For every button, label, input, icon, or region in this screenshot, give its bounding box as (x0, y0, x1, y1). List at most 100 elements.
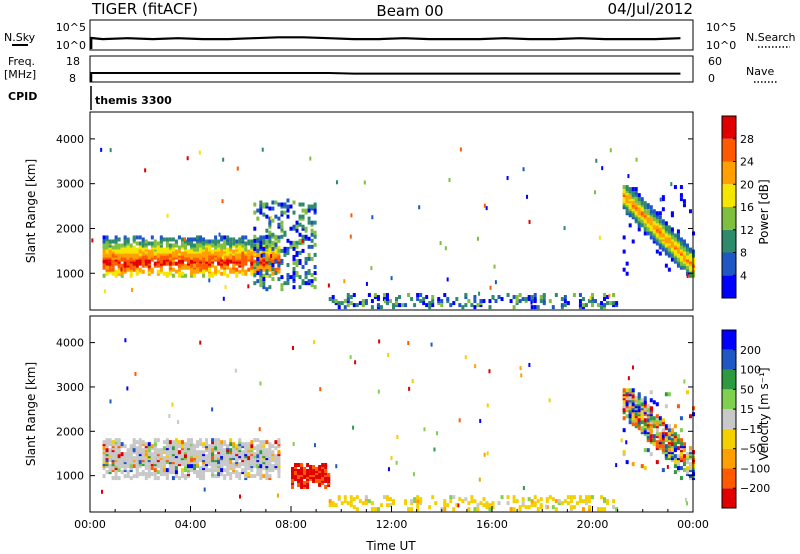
range-cell (376, 297, 380, 302)
range-cell (199, 259, 203, 264)
range-cell (141, 239, 145, 244)
range-cell (138, 235, 142, 240)
range-cell (126, 257, 130, 262)
range-cell (449, 495, 453, 500)
range-cell (682, 442, 686, 447)
range-cell (643, 217, 647, 222)
range-cell (631, 199, 635, 204)
freq-tick-top: 18 (66, 55, 80, 68)
range-cell-sparse (493, 264, 496, 269)
range-cell (262, 440, 266, 445)
range-cell (292, 271, 296, 276)
range-cell (295, 240, 299, 245)
range-cell (111, 245, 115, 250)
range-cell (416, 507, 420, 512)
range-cell (679, 251, 683, 256)
range-cell (628, 205, 632, 210)
range-cell (661, 197, 665, 202)
range-cell (108, 448, 112, 453)
range-cell-sparse (349, 234, 352, 239)
range-cell (193, 249, 197, 254)
range-cell (682, 458, 686, 463)
range-cell (114, 255, 118, 260)
range-cell (664, 432, 668, 437)
range-cell (470, 495, 474, 500)
range-cell (229, 269, 233, 274)
range-cell (114, 446, 118, 451)
range-cell (286, 238, 290, 243)
range-cell (289, 226, 293, 231)
range-cell (658, 229, 662, 234)
range-cell-sparse (563, 226, 566, 231)
range-cell (419, 299, 423, 304)
range-cell (208, 460, 212, 465)
range-cell (625, 187, 629, 192)
range-cell (664, 392, 668, 397)
range-cell (631, 402, 635, 407)
range-cell (482, 503, 486, 508)
range-cell (232, 257, 236, 262)
range-cell (673, 464, 677, 469)
range-cell (235, 261, 239, 266)
velocity-xticks: 00:00 04:00 08:00 12:00 16:00 20:00 00:00 (74, 506, 709, 531)
range-cell (676, 239, 680, 244)
range-cell-sparse (396, 434, 399, 439)
range-cell (294, 476, 298, 481)
range-cell (144, 259, 148, 264)
range-cell (111, 247, 115, 252)
range-cell-sparse (259, 381, 262, 386)
range-cell (183, 446, 187, 451)
range-cell (382, 297, 386, 302)
range-cell (295, 271, 299, 276)
range-cell (189, 438, 193, 443)
range-cell (422, 297, 426, 302)
range-cell (625, 207, 629, 212)
range-cell (159, 263, 163, 268)
ytick-label: 2000 (56, 425, 84, 438)
range-cell (244, 235, 248, 240)
range-cell (509, 299, 513, 304)
range-cell (295, 273, 299, 278)
range-cell (313, 202, 317, 207)
range-cell (658, 420, 662, 425)
range-cell (259, 240, 263, 245)
range-cell (310, 256, 314, 261)
range-cell (295, 228, 299, 233)
range-cell (292, 273, 296, 278)
range-cell (277, 238, 281, 243)
range-cell (111, 263, 115, 268)
range-cell (446, 503, 450, 508)
range-cell (165, 243, 169, 248)
range-cell (440, 303, 444, 308)
range-cell (262, 246, 266, 251)
range-cell (655, 219, 659, 224)
colorbar-tick-label: 100 (740, 364, 761, 377)
range-cell (180, 253, 184, 258)
range-cell (162, 237, 166, 242)
range-cell (578, 299, 582, 304)
range-cell (655, 211, 659, 216)
colorbar-tick-label: 8 (740, 247, 747, 260)
range-cell (138, 257, 142, 262)
range-cell (250, 474, 254, 479)
range-cell (676, 454, 680, 459)
range-cell (253, 267, 257, 272)
range-cell (569, 505, 573, 510)
range-cell (265, 256, 269, 261)
range-cell (530, 295, 534, 300)
freq-tick-bottom: 8 (69, 72, 76, 85)
range-cell (262, 252, 266, 257)
range-cell (655, 414, 659, 419)
range-cell (649, 438, 653, 443)
range-cell (491, 505, 495, 510)
range-cell (664, 249, 668, 254)
range-cell (262, 448, 266, 453)
range-cell (649, 223, 653, 228)
range-cell (307, 216, 311, 221)
range-cell (265, 238, 269, 243)
range-cell (355, 507, 359, 512)
range-cell (141, 237, 145, 242)
range-cell (217, 243, 221, 248)
range-cell (331, 295, 335, 300)
range-cell (196, 267, 200, 272)
